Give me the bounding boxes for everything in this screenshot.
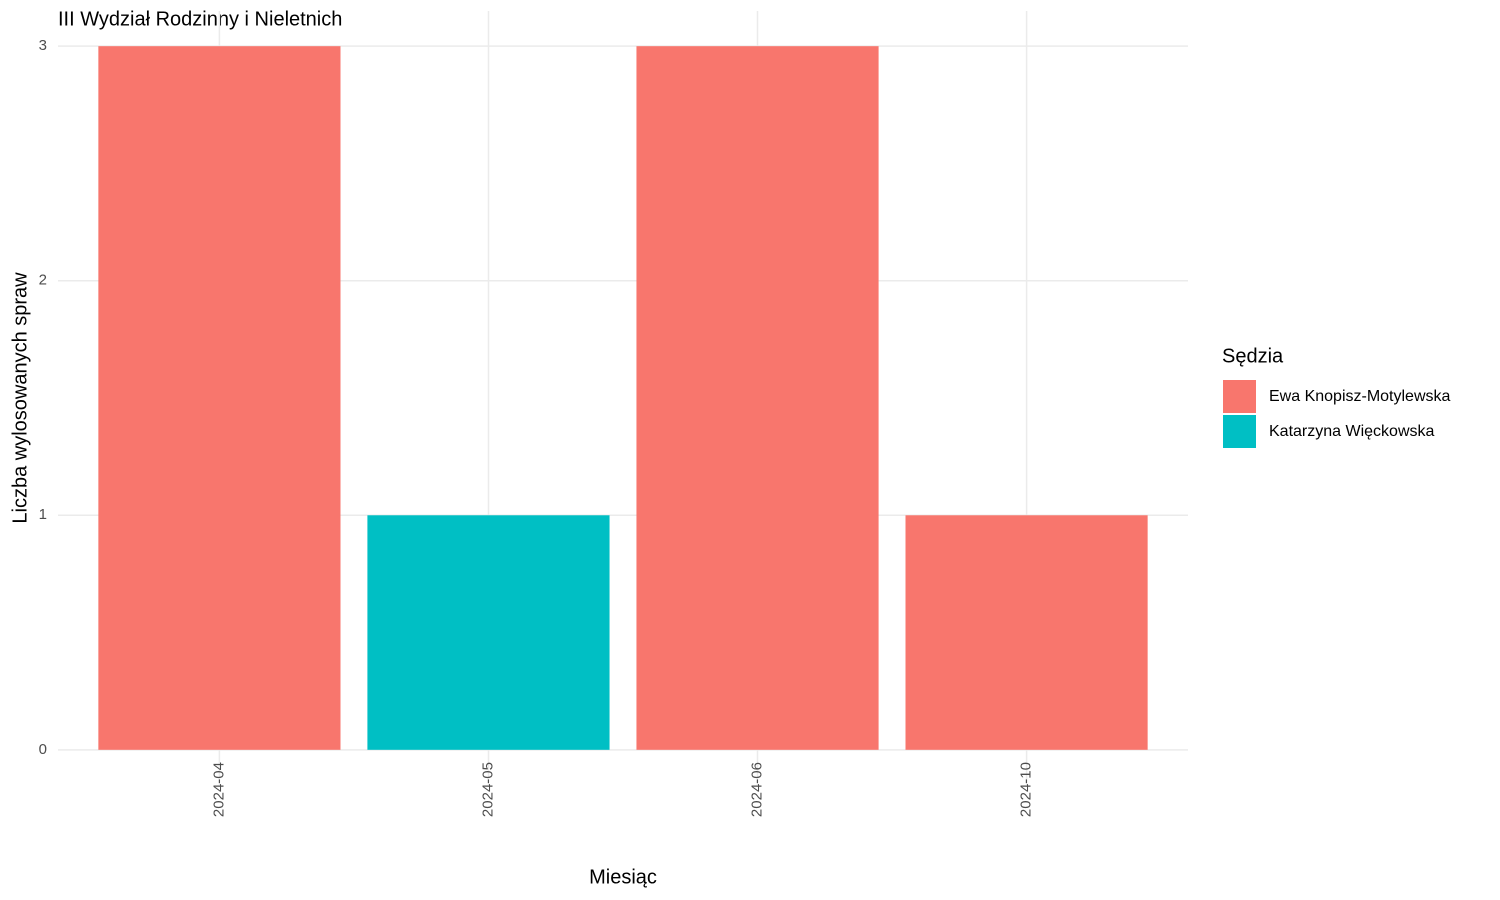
x-tick-label: 2024-06 [748, 762, 765, 817]
bar [636, 46, 879, 750]
y-tick-label: 2 [39, 272, 47, 289]
x-tick-label: 2024-10 [1018, 762, 1035, 817]
y-tick-label: 1 [39, 506, 47, 523]
x-tick-label: 2024-04 [210, 762, 227, 817]
bar [905, 515, 1148, 750]
y-axis-title: Liczba wylosowanych spraw [9, 272, 31, 524]
x-axis-title: Miesiąc [589, 866, 657, 888]
bar [98, 46, 341, 750]
chart-title: III Wydział Rodzinny i Nieletnich [58, 8, 342, 30]
y-tick-label: 0 [39, 741, 47, 758]
y-tick-label: 3 [39, 37, 47, 54]
bar [367, 515, 610, 750]
legend-label: Ewa Knopisz-Motylewska [1269, 388, 1451, 405]
legend-key [1223, 415, 1256, 448]
legend-title: Sędzia [1222, 345, 1284, 367]
legend-label: Katarzyna Więckowska [1269, 423, 1434, 440]
legend-key [1223, 380, 1256, 413]
x-tick-label: 2024-05 [479, 762, 496, 817]
